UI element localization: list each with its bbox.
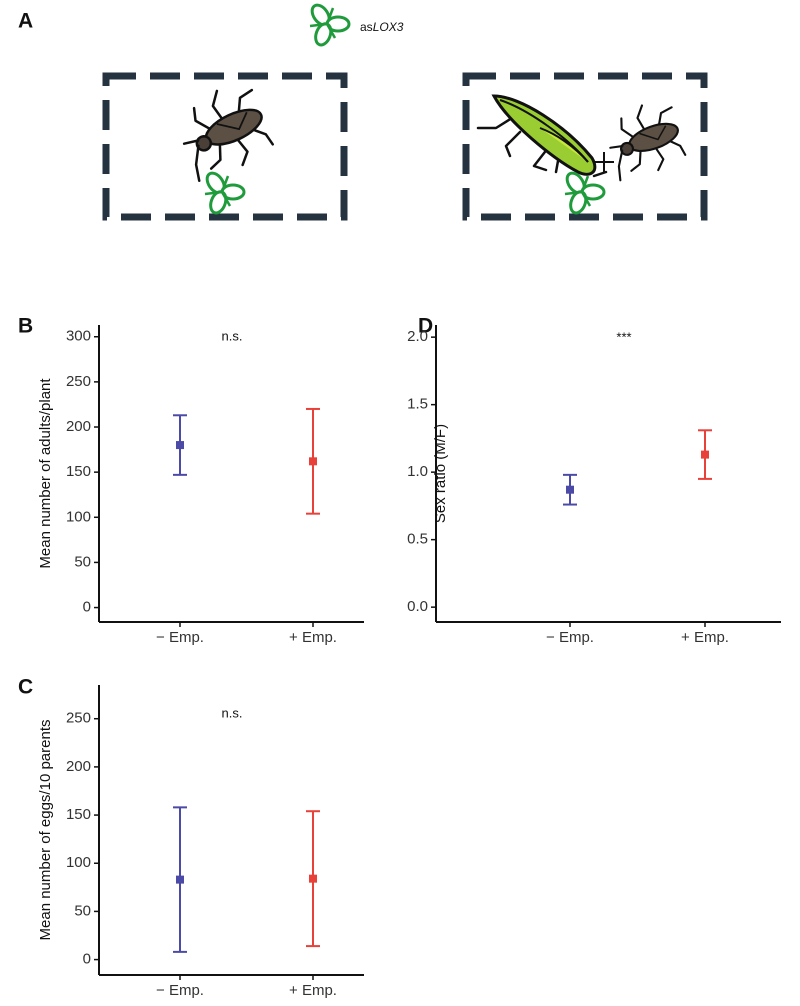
y-tick-label: 300 xyxy=(66,328,91,345)
cage xyxy=(462,72,708,221)
y-axis-label: Mean number of adults/plant xyxy=(37,378,54,569)
x-tick-label: + Emp. xyxy=(289,982,337,999)
plant-icon xyxy=(562,168,606,217)
y-tick-label: 200 xyxy=(66,758,91,775)
x-tick-label: − Emp. xyxy=(156,982,204,999)
plant-label-gene: LOX3 xyxy=(373,20,404,34)
plant-icon xyxy=(307,0,351,49)
y-tick-label: 0 xyxy=(83,951,91,968)
y-tick-label: 100 xyxy=(66,508,91,525)
leafhopper-icon xyxy=(476,94,608,178)
y-tick-label: 250 xyxy=(66,710,91,727)
y-tick-label: 0.5 xyxy=(407,531,428,548)
plant-icon xyxy=(202,168,246,217)
x-tick-label: + Emp. xyxy=(681,629,729,646)
y-tick-label: 150 xyxy=(66,463,91,480)
mean-point xyxy=(566,485,574,494)
y-axis-label: Sex ratio (M/F) xyxy=(432,424,449,523)
y-tick-label: 0 xyxy=(83,599,91,616)
cage xyxy=(102,72,348,221)
x-tick-label: + Emp. xyxy=(289,629,337,646)
bug-icon xyxy=(597,95,692,185)
y-tick-label: 50 xyxy=(74,902,91,919)
mean-point xyxy=(309,457,317,466)
y-tick-label: 0.0 xyxy=(407,598,428,615)
bug-icon xyxy=(166,76,281,186)
y-tick-label: 100 xyxy=(66,854,91,871)
plus-sign xyxy=(594,152,614,172)
plant-label: asLOX3 xyxy=(360,20,404,34)
mean-point xyxy=(701,450,709,459)
y-tick-label: 250 xyxy=(66,373,91,390)
plant-label-prefix: as xyxy=(360,20,373,34)
x-tick-label: − Emp. xyxy=(546,629,594,646)
y-axis-label: Mean number of eggs/10 parents xyxy=(37,720,54,941)
panel-label: A xyxy=(18,10,33,33)
mean-point xyxy=(176,441,184,450)
y-tick-label: 1.5 xyxy=(407,396,428,413)
panel-label: C xyxy=(18,676,33,699)
y-tick-label: 2.0 xyxy=(407,328,428,345)
mean-point xyxy=(309,874,317,883)
mean-point xyxy=(176,875,184,884)
y-tick-label: 200 xyxy=(66,418,91,435)
y-tick-label: 150 xyxy=(66,806,91,823)
annotation: n.s. xyxy=(222,705,243,720)
y-tick-label: 50 xyxy=(74,553,91,570)
x-tick-label: − Emp. xyxy=(156,629,204,646)
panel-label: D xyxy=(418,315,433,338)
panel-label: B xyxy=(18,315,33,338)
y-tick-label: 1.0 xyxy=(407,463,428,480)
annotation: *** xyxy=(616,329,631,344)
annotation: n.s. xyxy=(222,328,243,343)
